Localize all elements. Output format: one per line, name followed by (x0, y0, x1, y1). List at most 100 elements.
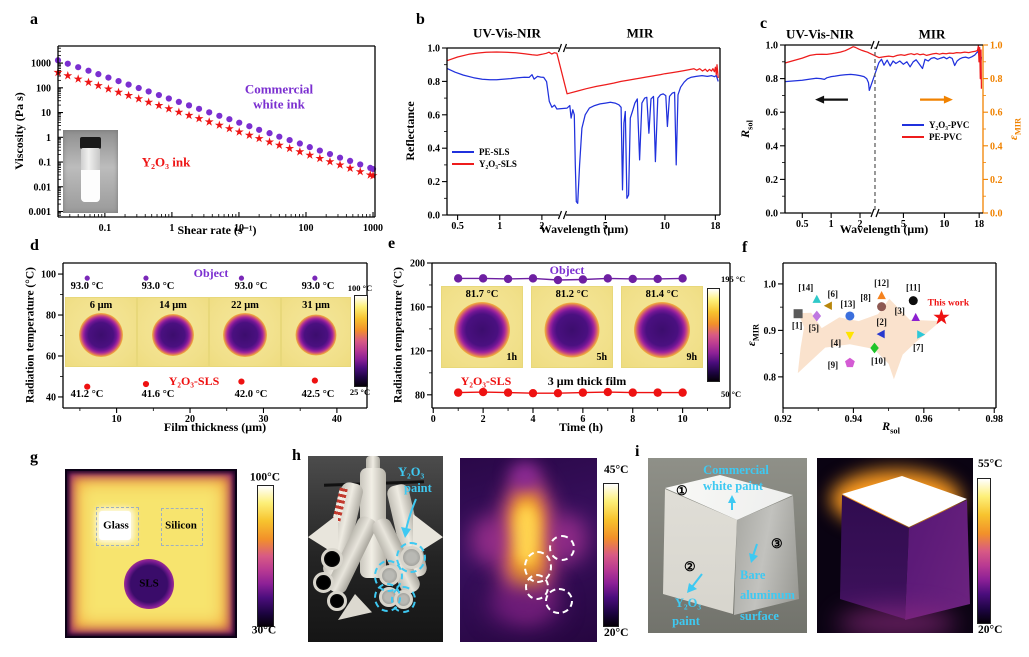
axis-break-slash (875, 208, 880, 218)
marker-triangle-right (917, 330, 926, 339)
point-label: [2] (876, 317, 887, 327)
marker-circle (266, 130, 273, 137)
panel-letter-c: c (760, 15, 768, 32)
axis-break-slash (870, 208, 875, 218)
rocket-nozzle-black-3 (327, 591, 347, 611)
d-object-temp-4: 93.0 °C (301, 280, 335, 292)
x-tick-label: 2 (539, 221, 544, 232)
marker-circle (206, 109, 213, 116)
point-label: [14] (798, 283, 813, 293)
i-thermal-image (817, 458, 973, 633)
y-tick-label: 0.2 (428, 177, 441, 188)
y-tick-label: 0.8 (428, 77, 441, 88)
marker-star (254, 133, 264, 143)
c-y2-label-main: ε (1006, 135, 1021, 141)
x-tick-label: 2 (481, 414, 486, 425)
panel-letter-i: i (635, 443, 640, 460)
marker-circle (653, 274, 662, 284)
e-inset-time-3: 9h (686, 352, 697, 363)
h-dashed-circle-cyan-4 (391, 586, 416, 613)
shaded-region (797, 298, 941, 380)
d-thermal-inset-4: 31 μm (282, 298, 350, 366)
point-label: [1] (792, 321, 803, 331)
y-tick-label: 60 (46, 351, 56, 362)
x-tick-label: 8 (630, 414, 635, 425)
d-thermal-inset-2: 14 μm (138, 298, 208, 366)
e-colorbar (707, 288, 720, 382)
b-x-axis-label: Wavelength (μm) (539, 222, 629, 236)
i-number-1: ① (676, 483, 688, 498)
y-tick-label: 1.0 (764, 279, 777, 290)
i-y2o3-label-2: paint (672, 613, 700, 628)
g-colorbar-top-label: 100°C (249, 471, 281, 484)
c-y-axis-label: Rsol (738, 120, 755, 138)
axis-break-slash (562, 210, 568, 220)
axis-break-slash (557, 43, 563, 53)
marker-star (355, 166, 365, 176)
marker-star (285, 143, 295, 153)
i-y2o3-arrow (687, 573, 703, 593)
marker-circle (312, 275, 318, 281)
marker-triangle-left (823, 301, 832, 310)
marker-pentagon (845, 357, 855, 368)
e-x-axis-label: Time (h) (558, 420, 604, 434)
marker-circle (95, 71, 102, 78)
marker-circle (453, 274, 463, 283)
marker-triangle-up (911, 312, 920, 321)
marker-circle (84, 275, 90, 281)
chart-b-reflectance: 0.5 1 2 5 10 18 0.0 0.2 0.4 0.6 0.8 1.0 (428, 43, 721, 232)
x-tick-label: 10 (112, 414, 122, 425)
i-colorbar (977, 478, 991, 624)
g-colorbar-bottom-label: 30°C (251, 624, 277, 637)
chart-f-performance-comparison: [1] [14] [6] [5] [13] [12][8] [4] [2] [10] [9] [11… (764, 262, 1003, 425)
a-commercial-ink-label-2: white ink (253, 96, 305, 112)
c-legend-label-pe-pvc: PE-PVC (929, 131, 962, 142)
y-tick-label: 0.0 (428, 211, 441, 222)
panel-letter-e: e (388, 235, 396, 252)
c-legend: Y₂O₃-PVC PE-PVC (902, 119, 969, 143)
marker-circle (578, 275, 588, 284)
marker-circle (845, 311, 855, 321)
d-colorbar (354, 295, 368, 387)
marker-circle (453, 388, 463, 397)
marker-diamond (812, 310, 822, 322)
d-sample-temp-1: 41.2 °C (70, 388, 104, 400)
e-thermal-spot-2 (544, 302, 600, 358)
series-line-0 (458, 277, 683, 281)
e-inset-time-1: 1h (506, 352, 517, 363)
i-commercial-label-2: white paint (702, 478, 764, 493)
marker-star (154, 100, 164, 110)
marker-star (63, 71, 73, 80)
h-dashed-circle-white-1 (549, 535, 575, 561)
i-colorbar-top-label: 55°C (978, 458, 1003, 470)
y-tick-label: 1000 (31, 59, 51, 70)
x-tick-label: 4 (530, 414, 535, 425)
marker-circle (357, 161, 364, 168)
i-commercial-label-1: Commercial (703, 462, 769, 477)
b-region-mir: MIR (626, 25, 654, 41)
marker-triangle-left (876, 329, 885, 339)
marker-star (114, 87, 123, 97)
e-thermal-inset-2: 81.2 °C 5h (532, 287, 612, 367)
d-y-axis-label: Radiation temperature (°C) (24, 267, 37, 403)
marker-circle (306, 144, 313, 151)
e-thermal-inset-1: 81.7 °C 1h (442, 287, 522, 367)
y2-tick-label: 0.8 (990, 74, 1003, 85)
g-silicon-label: Silicon (165, 519, 197, 532)
b-legend-line-pe-sls (452, 150, 474, 154)
y-tick-label: 0.2 (766, 175, 779, 186)
point-label: [7] (913, 343, 924, 353)
marker-star (368, 171, 378, 180)
y2-tick-label: 1.0 (990, 41, 1003, 52)
x-tick-label: 30 (258, 414, 268, 425)
d-sample-temp-2: 41.6 °C (141, 388, 175, 400)
h-dashed-circle-white-4 (545, 588, 573, 614)
marker-circle (115, 77, 122, 85)
i-y2o3-label-1: Y₂O₃ (674, 595, 702, 610)
x-tick-label: 0.1 (99, 223, 112, 234)
marker-star (93, 80, 103, 90)
c-y2-label-sub: MIR (1013, 117, 1023, 136)
i-top-face-arrow (728, 495, 736, 510)
d-object-temp-3: 93.0 °C (234, 280, 268, 292)
y-tick-label: 0.8 (764, 372, 777, 383)
